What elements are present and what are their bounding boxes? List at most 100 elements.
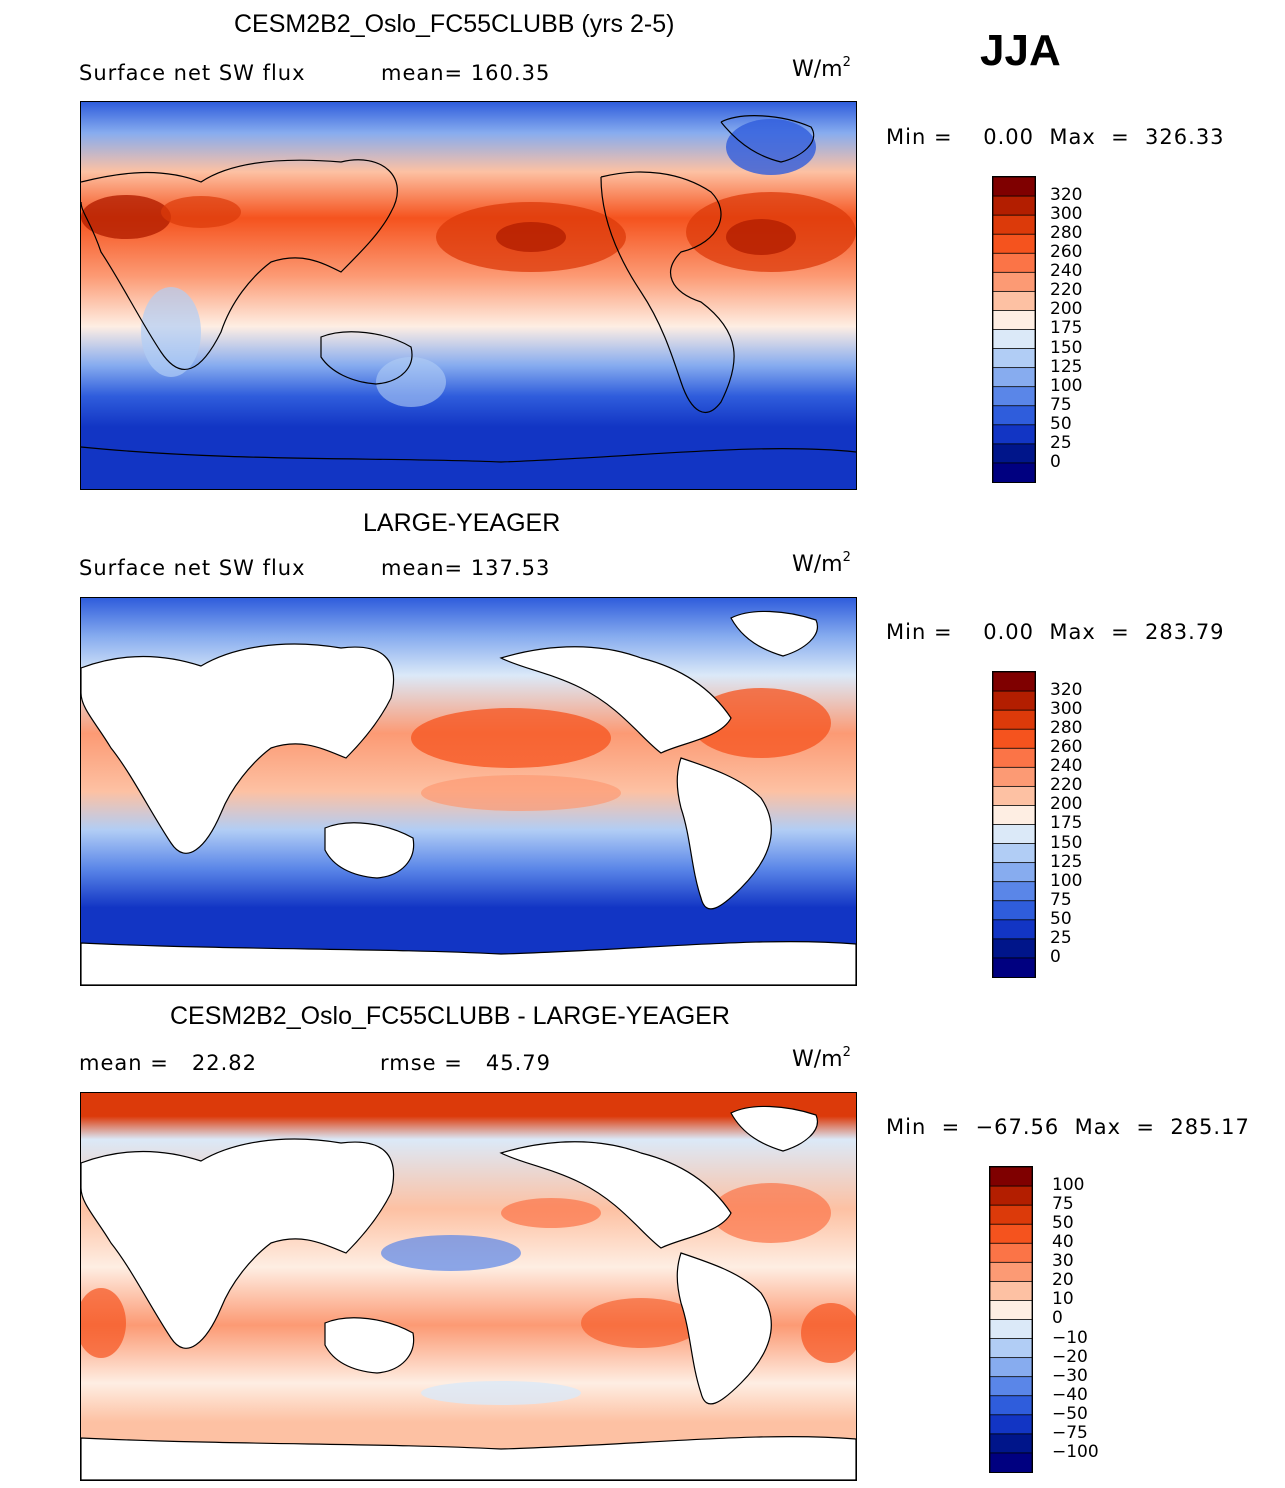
panel3-colorbar-tick-label: −50 xyxy=(1052,1403,1088,1424)
panel2-colorbar-swatch xyxy=(993,862,1035,883)
panel2-colorbar-swatch xyxy=(993,728,1035,750)
panel3-colorbar-swatch xyxy=(990,1414,1032,1435)
panel2-field xyxy=(81,598,856,985)
panel3-colorbar-tick-label: −100 xyxy=(1052,1441,1099,1462)
panel3-colorbar-tick-label: −10 xyxy=(1052,1327,1088,1348)
panel2-colorbar-tick-label: 50 xyxy=(1050,908,1072,929)
panel3-colorbar-tick-label: −75 xyxy=(1052,1422,1088,1443)
panel1-minmax: Min = 0.00 Max = 326.33 xyxy=(886,125,1225,149)
panel3-colorbar-swatch xyxy=(990,1223,1032,1245)
panel3-colorbar-swatch xyxy=(990,1395,1032,1416)
panel3-colorbar-swatches xyxy=(990,1167,1032,1472)
panel2-colorbar-swatch xyxy=(993,672,1035,692)
panel2-colorbar-tick-label: 75 xyxy=(1050,889,1072,910)
panel1-colorbar-swatches xyxy=(993,177,1035,482)
panel1-colorbar-tick-label: 300 xyxy=(1050,204,1083,225)
panel2-colorbar-tick-label: 260 xyxy=(1050,737,1083,758)
panel2-colorbar-tick-label: 150 xyxy=(1050,832,1083,853)
panel1-colorbar-swatch xyxy=(993,271,1035,293)
panel2-colorbar-tick-label: 100 xyxy=(1050,870,1083,891)
panel2-variable: Surface net SW flux xyxy=(79,556,306,580)
panel3-colorbar-swatch xyxy=(990,1185,1032,1207)
panel1-colorbar-swatch xyxy=(993,214,1035,236)
panel3-colorbar-tick-label: −20 xyxy=(1052,1346,1088,1367)
panel2-colorbar-tick-label: 125 xyxy=(1050,851,1083,872)
season-label: JJA xyxy=(980,26,1061,75)
panel1-colorbar-swatch xyxy=(993,233,1035,255)
panel1-colorbar-swatch xyxy=(993,424,1035,445)
panel3-colorbar-swatch xyxy=(990,1242,1032,1264)
panel1-colorbar-tick-label: 150 xyxy=(1050,337,1083,358)
panel2-colorbar-swatch xyxy=(993,824,1035,845)
panel1-map xyxy=(80,101,857,490)
panel2-colorbar-swatch xyxy=(993,843,1035,864)
panel1-colorbar-tick-label: 280 xyxy=(1050,223,1083,244)
panel2-colorbar-tick-label: 0 xyxy=(1050,946,1061,967)
panel2-title: LARGE-YEAGER xyxy=(363,509,561,537)
panel2-colorbar-swatch xyxy=(993,766,1035,788)
panel1-colorbar-swatch xyxy=(993,195,1035,217)
panel3-colorbar-swatch xyxy=(990,1433,1032,1454)
panel1-colorbar-tick-label: 75 xyxy=(1050,394,1072,415)
panel1-colorbar-tick-label: 100 xyxy=(1050,375,1083,396)
panel1-colorbar-tick-label: 50 xyxy=(1050,413,1072,434)
panel1-mean: mean= 160.35 xyxy=(381,61,551,85)
panel3-title: CESM2B2_Oslo_FC55CLUBB - LARGE-YEAGER xyxy=(170,1002,730,1030)
panel2-colorbar-tick-label: 220 xyxy=(1050,775,1083,796)
panel2-colorbar xyxy=(992,671,1036,978)
panel3-colorbar-swatch xyxy=(990,1261,1032,1283)
panel2-colorbar-swatch xyxy=(993,785,1035,807)
panel1-colorbar-swatch xyxy=(993,443,1035,464)
panel1-colorbar-swatch xyxy=(993,329,1035,350)
panel1-colorbar-tick-label: 175 xyxy=(1050,318,1083,339)
panel1-colorbar xyxy=(992,176,1036,483)
panel2-colorbar-swatches xyxy=(993,672,1035,977)
panel1-colorbar-swatch xyxy=(993,367,1035,388)
panel2-colorbar-tick-label: 300 xyxy=(1050,699,1083,720)
panel3-colorbar-tick-label: 50 xyxy=(1052,1213,1074,1234)
panel3-rmse: rmse = 45.79 xyxy=(380,1051,551,1075)
panel3-colorbar-swatch xyxy=(990,1167,1032,1187)
panel1-colorbar-tick-label: 0 xyxy=(1050,451,1061,472)
panel1-field xyxy=(81,102,856,489)
panel1-colorbar-swatch xyxy=(993,386,1035,407)
panel1-colorbar-swatch xyxy=(993,348,1035,369)
panel2-colorbar-swatch xyxy=(993,919,1035,940)
panel2-colorbar-swatch xyxy=(993,805,1035,826)
panel2-units: W/m2 xyxy=(792,550,851,577)
panel2-colorbar-swatch xyxy=(993,938,1035,959)
panel3-colorbar-tick-label: 10 xyxy=(1052,1289,1074,1310)
panel2-colorbar-tick-label: 240 xyxy=(1050,756,1083,777)
panel3-colorbar-tick-label: 40 xyxy=(1052,1232,1074,1253)
panel1-units: W/m2 xyxy=(792,55,851,82)
panel3-minmax: Min = −67.56 Max = 285.17 xyxy=(886,1115,1250,1139)
panel1-colorbar-tick-label: 320 xyxy=(1050,185,1083,205)
panel1-colorbar-swatch xyxy=(993,252,1035,274)
panel1-colorbar-swatch xyxy=(993,405,1035,426)
panel2-colorbar-tick-label: 25 xyxy=(1050,927,1072,948)
panel3-colorbar-swatch xyxy=(990,1452,1032,1472)
panel1-colorbar-swatch xyxy=(993,177,1035,197)
panel3-colorbar-tick-label: 30 xyxy=(1052,1251,1074,1272)
panel3-colorbar-tick-label: 75 xyxy=(1052,1194,1074,1215)
panel3-field xyxy=(81,1093,856,1480)
panel1-colorbar-swatch xyxy=(993,462,1035,482)
panel2-colorbar-swatch xyxy=(993,881,1035,902)
panel2-colorbar-swatch xyxy=(993,900,1035,921)
panel2-colorbar-swatch xyxy=(993,747,1035,769)
panel2-colorbar-tick-label: 175 xyxy=(1050,813,1083,834)
panel2-map xyxy=(80,597,857,986)
panel3-colorbar-swatch xyxy=(990,1280,1032,1302)
panel1-colorbar-swatch xyxy=(993,310,1035,331)
panel3-colorbar-tick-label: 20 xyxy=(1052,1270,1074,1291)
panel2-mean: mean= 137.53 xyxy=(381,556,551,580)
panel1-colorbar-tick-label: 260 xyxy=(1050,242,1083,263)
panel3-colorbar-swatch xyxy=(990,1376,1032,1397)
panel3-colorbar-swatch xyxy=(990,1319,1032,1340)
panel3-colorbar-swatch xyxy=(990,1357,1032,1378)
panel2-colorbar-swatch xyxy=(993,957,1035,977)
panel3-units: W/m2 xyxy=(792,1045,851,1072)
panel1-colorbar-tick-label: 220 xyxy=(1050,280,1083,301)
panel3-map xyxy=(80,1092,857,1481)
panel1-colorbar-tick-label: 125 xyxy=(1050,356,1083,377)
